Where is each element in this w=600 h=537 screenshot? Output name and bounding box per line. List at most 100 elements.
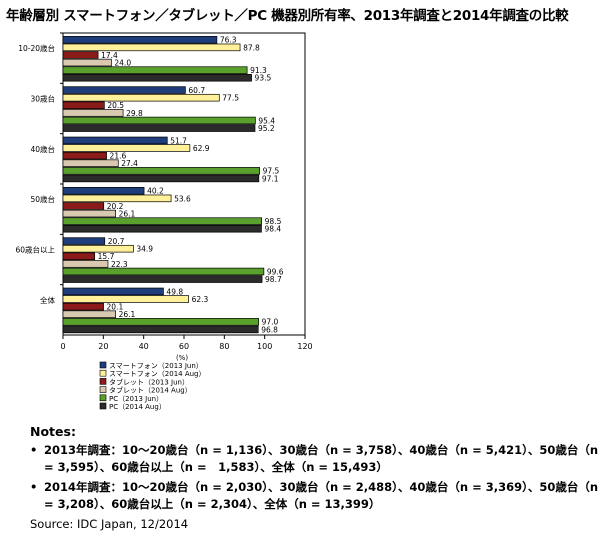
bar (62, 310, 116, 318)
bar (62, 124, 256, 132)
bar (62, 136, 168, 145)
bar (62, 101, 105, 110)
data-label: 20.7 (108, 237, 125, 246)
data-label: 21.6 (110, 152, 127, 161)
bar (62, 209, 116, 218)
bar (62, 93, 220, 102)
bar (62, 36, 218, 44)
data-label: 98.4 (264, 225, 281, 234)
bullet-icon: • (30, 480, 38, 494)
bar (62, 174, 260, 183)
bar (62, 159, 119, 167)
data-label: 97.1 (262, 174, 279, 183)
data-label: 27.4 (121, 159, 138, 168)
data-label: 76.3 (220, 36, 237, 45)
x-tick-label: 40 (139, 342, 149, 351)
data-label: 77.5 (222, 94, 239, 103)
data-label: 20.2 (107, 202, 124, 211)
data-label: 96.8 (261, 325, 278, 334)
note-item-2013: • 2013年調査：10～20歳台（n = 1,136）、30歳台（n = 3,… (30, 442, 600, 476)
note-text-2014: 2014年調査：10～20歳台（n = 2,030）、30歳台（n = 2,48… (44, 480, 599, 511)
data-label: 97.5 (263, 167, 280, 176)
legend-swatch (99, 361, 107, 369)
data-label: 34.9 (136, 245, 153, 254)
data-label: 60.7 (188, 86, 205, 95)
category-label: 10-20歳台 (18, 43, 55, 53)
data-label: 40.2 (147, 187, 164, 196)
data-label: 29.8 (126, 109, 143, 118)
bar (62, 43, 241, 52)
bar (62, 144, 191, 152)
legend-label: タブレット（2013 Jun） (109, 377, 189, 386)
bar (62, 325, 259, 334)
legend-label: スマートフォン（2013 Jun） (109, 362, 203, 370)
data-label: 15.7 (98, 252, 115, 261)
bar (62, 318, 259, 326)
bar (62, 244, 134, 253)
legend-swatch (99, 369, 107, 377)
legend-label: スマートフォン（2014 Aug） (109, 370, 206, 378)
data-label: 24.0 (114, 58, 131, 67)
bar (62, 275, 263, 283)
data-label: 95.2 (258, 124, 275, 133)
x-tick-label: 100 (257, 342, 272, 351)
notes-section: Notes: • 2013年調査：10～20歳台（n = 1,136）、30歳台… (30, 424, 600, 516)
notes-heading: Notes: (30, 424, 76, 439)
data-label: 87.8 (243, 43, 260, 52)
data-label: 17.4 (101, 51, 118, 60)
x-tick-label: 120 (297, 342, 312, 351)
legend-label: タブレット（2014 Aug） (109, 386, 192, 395)
note-text-2013: 2013年調査：10～20歳台（n = 1,136）、30歳台（n = 3,75… (44, 443, 599, 474)
bar (62, 66, 248, 74)
bar (62, 260, 109, 268)
data-label: 91.3 (250, 66, 267, 75)
data-label: 93.5 (255, 74, 272, 83)
bar (62, 109, 124, 117)
legend-label: PC（2013 Jun） (109, 395, 163, 403)
x-tick-label: 80 (219, 342, 229, 351)
bar (62, 187, 145, 195)
legend-swatch (99, 386, 107, 393)
x-tick-label: 0 (60, 342, 65, 351)
bar (62, 225, 262, 233)
category-label: 40歳台 (30, 144, 55, 154)
legend-swatch (99, 378, 107, 385)
bar (62, 51, 99, 59)
data-label: 98.5 (265, 217, 282, 226)
x-axis-label: (%) (176, 354, 188, 362)
data-label: 99.6 (267, 267, 284, 276)
data-label: 26.1 (119, 310, 136, 319)
data-label: 97.0 (262, 318, 279, 327)
data-label: 22.3 (111, 260, 128, 269)
bar (62, 116, 256, 125)
bar (62, 202, 105, 210)
category-label: 30歳台 (30, 94, 55, 104)
data-label: 26.1 (119, 209, 136, 218)
legend-label: PC（2014 Aug） (109, 403, 166, 411)
category-label: 50歳台 (30, 194, 55, 204)
bar (62, 86, 186, 94)
data-label: 51.7 (170, 136, 187, 145)
legend-swatch (99, 402, 107, 410)
x-tick-label: 60 (179, 342, 189, 351)
bar (62, 58, 112, 67)
legend-swatch (99, 394, 107, 402)
data-label: 49.8 (166, 287, 183, 296)
bar (62, 151, 107, 160)
data-label: 62.3 (192, 295, 209, 304)
data-label: 53.6 (174, 194, 191, 203)
data-label: 20.1 (107, 303, 124, 312)
bar (62, 302, 104, 311)
bar-chart: 10-20歳台 76.3 87.8 17.424.0 91.393.5 30歳台 60.7 7… (15, 32, 313, 411)
data-label: 20.5 (107, 101, 124, 110)
data-label: 95.4 (258, 116, 275, 125)
bar (62, 237, 106, 245)
chart-title: 年齢層別 スマートフォン／タブレット／PC 機器別所有率、2013年調査と201… (6, 8, 569, 24)
note-item-2014: • 2014年調査：10～20歳台（n = 2,030）、30歳台（n = 2,… (30, 479, 600, 513)
category-label: 60歳台以上 (15, 245, 55, 255)
bar (62, 74, 252, 82)
bar (62, 167, 260, 175)
x-tick-label: 20 (98, 342, 108, 351)
bar (62, 194, 172, 203)
bullet-icon: • (30, 443, 38, 457)
